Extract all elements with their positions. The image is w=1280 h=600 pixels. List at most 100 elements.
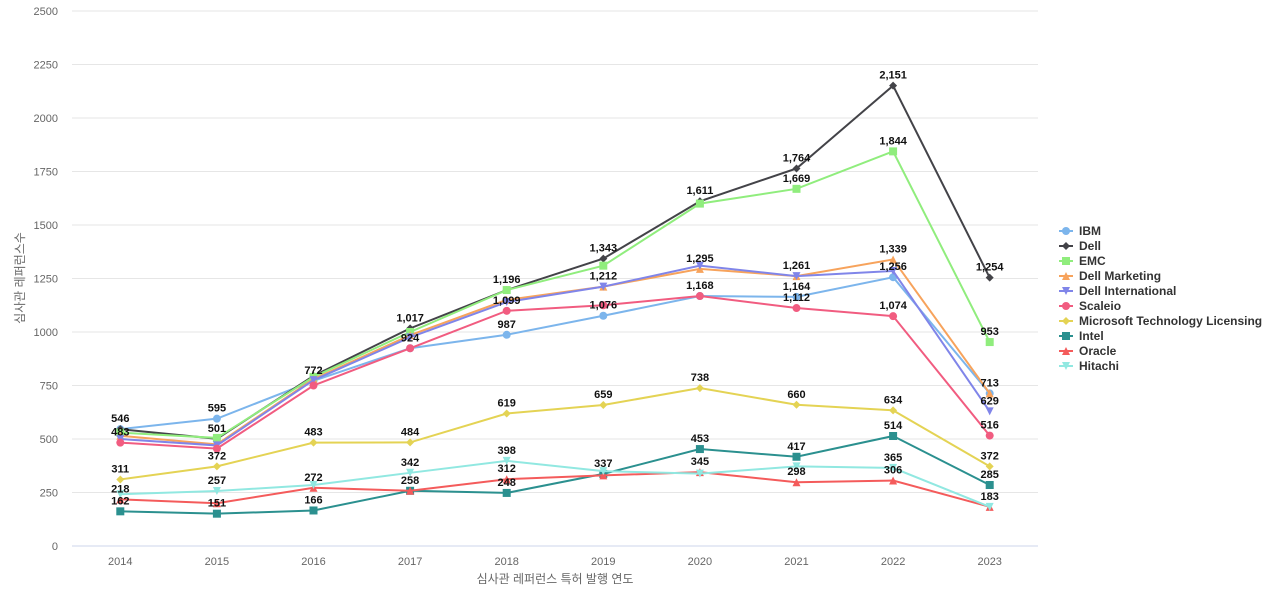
data-label: 312 [498,463,516,475]
data-label: 372 [208,450,226,462]
legend-marker [1062,302,1070,310]
data-point [695,292,704,301]
legend-label: Microsoft Technology Licensing [1079,314,1262,328]
y-axis-ticks: 0 250 500 750 1000 1250 1500 1750 2000 2250 2500 [34,6,58,553]
data-label: 953 [981,326,999,338]
data-label: 1,168 [686,280,714,292]
data-label: 298 [787,466,805,478]
data-point [792,184,801,193]
data-label: 1,074 [879,300,907,312]
data-point [792,462,801,471]
x-axis-ticks: 2014 2015 2016 2017 2018 2019 2020 2021 2022 2023 [108,556,1002,568]
data-label: 660 [787,389,805,401]
data-label: 1,256 [879,261,907,273]
x-tick-label: 2016 [301,556,325,568]
x-axis-title: 심사관 레퍼런스 특허 발행 연도 [477,571,634,586]
legend-item[interactable]: Intel [1059,329,1104,343]
data-label: 218 [111,483,129,495]
data-point [406,344,415,353]
legend-label: Dell [1079,239,1101,253]
x-tick-label: 2018 [494,556,518,568]
data-point [309,376,318,385]
data-point [212,444,221,453]
legend-item[interactable]: Dell International [1059,284,1176,298]
legend-item[interactable]: Microsoft Technology Licensing [1059,314,1262,328]
legend-item[interactable]: Dell [1059,239,1101,253]
data-point [116,495,125,504]
legend-item[interactable]: Hitachi [1059,359,1119,373]
data-label: 372 [981,450,999,462]
data-point [116,490,125,499]
legend-label: Dell International [1079,284,1176,298]
series-line [120,434,991,515]
data-point [502,286,511,295]
legend-marker [1062,257,1070,265]
data-label: 1,844 [879,135,907,147]
series-dell[interactable] [116,81,994,443]
y-tick-label: 2500 [34,6,58,18]
x-tick-label: 2022 [881,556,905,568]
data-point [985,481,994,490]
legend-marker [1062,317,1070,325]
data-point [502,475,511,484]
data-point [599,471,608,480]
legend-item[interactable]: IBM [1059,224,1101,238]
x-tick-label: 2023 [977,556,1001,568]
data-label: 151 [208,498,226,510]
data-point [599,467,608,476]
series-line [120,295,991,450]
series-intel[interactable] [116,432,994,518]
data-label: 1,164 [783,281,811,293]
data-label: 501 [208,423,226,435]
data-point [695,469,704,478]
series-scaleio[interactable] [116,292,994,453]
series-dell-international[interactable] [116,261,994,450]
data-label: 1,764 [783,153,811,165]
data-label: 738 [691,372,709,384]
data-point [792,272,801,281]
legend-item[interactable]: Dell Marketing [1059,269,1161,283]
data-point [792,304,801,313]
data-point [985,389,994,398]
legend-item[interactable]: EMC [1059,254,1106,268]
legend-item[interactable]: Scaleio [1059,299,1121,313]
data-point [309,506,318,515]
data-point [889,312,898,321]
data-label: 272 [304,472,322,484]
legend-label: Dell Marketing [1079,269,1161,283]
data-label: 1,254 [976,262,1004,274]
x-tick-label: 2021 [784,556,808,568]
data-label: 1,343 [590,243,618,255]
data-point [212,462,221,471]
series-oracle[interactable] [116,468,994,511]
data-label: 484 [401,426,420,438]
legend-label: Scaleio [1079,299,1121,313]
legend-item[interactable]: Oracle [1059,344,1117,358]
data-point [502,456,511,465]
legend-marker [1062,332,1070,340]
data-point [889,406,898,415]
data-point [212,433,221,442]
series-microsoft-technology-licensing[interactable] [116,384,994,484]
data-label: 398 [498,445,516,457]
legend-marker [1062,227,1070,235]
y-tick-label: 1500 [34,220,58,232]
data-point [502,488,511,497]
data-label: 659 [594,389,612,401]
legend-label: Oracle [1079,344,1117,358]
data-label: 453 [691,433,709,445]
data-point [212,499,221,508]
data-point [406,333,415,342]
y-tick-label: 1250 [34,274,58,286]
y-tick-label: 750 [40,381,58,393]
data-label: 342 [401,457,419,469]
series-hitachi[interactable] [116,456,994,511]
data-label: 1,076 [590,300,618,312]
data-point [889,255,898,264]
data-point [599,261,608,270]
legend-marker [1062,362,1070,370]
legend-label: EMC [1079,254,1106,268]
series-line [120,150,991,439]
